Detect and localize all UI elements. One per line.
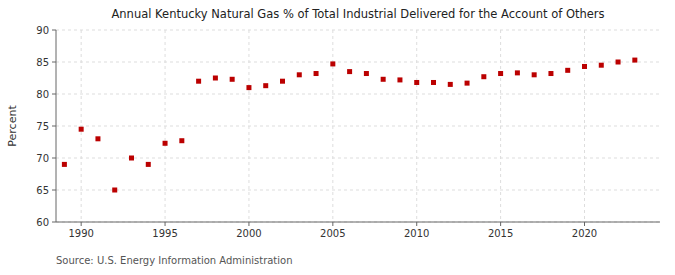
title: Annual Kentucky Natural Gas % of Total I…: [111, 7, 604, 21]
grid-line-x: [416, 30, 417, 222]
point: [582, 64, 587, 69]
point: [79, 127, 84, 132]
x-tick-label: 1990: [68, 228, 93, 239]
y-tick-label: 85: [36, 57, 49, 68]
point: [397, 77, 402, 82]
point: [465, 81, 470, 86]
chart-container: 1990 1995 2000 2005 2010 2015 2020 60 65 70 75 80 85…: [0, 0, 675, 275]
x-tick: [332, 222, 333, 226]
grid-line-y: [56, 30, 660, 31]
grid-line-x: [584, 30, 585, 222]
y-tick-label: 80: [36, 89, 49, 100]
grid-line-x: [165, 30, 166, 222]
chart: 1990 1995 2000 2005 2010 2015 2020 60 65 70 75 80 85…: [0, 0, 675, 275]
x-tick: [500, 222, 501, 226]
point: [381, 77, 386, 82]
point: [347, 69, 352, 74]
y-tick-label: 90: [36, 25, 49, 36]
y-axis-label: Percent: [6, 105, 19, 147]
point: [364, 71, 369, 76]
point: [532, 72, 537, 77]
y-tick: [52, 190, 56, 191]
y-tick: [52, 126, 56, 127]
grid-line-y: [56, 158, 660, 159]
x-axis-line: [56, 222, 660, 223]
point: [280, 79, 285, 84]
x-tick-label: 2000: [236, 228, 261, 239]
point: [498, 71, 503, 76]
point: [146, 162, 151, 167]
grid-line-y: [56, 222, 660, 223]
grid: [56, 30, 660, 222]
grid-line-x: [248, 30, 249, 222]
point: [330, 61, 335, 66]
point: [548, 71, 553, 76]
y-ticks: 60 65 70 75 80 85 90: [36, 25, 56, 228]
y-tick: [52, 94, 56, 95]
point: [62, 162, 67, 167]
point: [246, 85, 251, 90]
point: [515, 70, 520, 75]
y-tick: [52, 62, 56, 63]
x-tick-label: 2005: [320, 228, 345, 239]
y-tick: [52, 30, 56, 31]
point: [163, 141, 168, 146]
x-tick-label: 2015: [488, 228, 513, 239]
points: [62, 58, 637, 193]
point: [448, 82, 453, 87]
y-tick-label: 65: [36, 185, 49, 196]
point: [616, 60, 621, 65]
y-tick: [52, 222, 56, 223]
point: [565, 68, 570, 73]
point: [414, 80, 419, 85]
y-tick-label: 70: [36, 153, 49, 164]
point: [297, 72, 302, 77]
grid-line-y: [56, 62, 660, 63]
point: [599, 63, 604, 68]
x-tick-label: 2020: [572, 228, 597, 239]
x-tick: [81, 222, 82, 226]
grid-line-x: [332, 30, 333, 222]
source-note: Source: U.S. Energy Information Administ…: [56, 255, 293, 266]
x-tick: [248, 222, 249, 226]
grid-line-y: [56, 94, 660, 95]
point: [314, 71, 319, 76]
x-ticks: 1990 1995 2000 2005 2010 2015 2020: [68, 222, 597, 239]
x-tick: [416, 222, 417, 226]
point: [196, 79, 201, 84]
y-tick-label: 60: [36, 217, 49, 228]
point: [481, 74, 486, 79]
grid-line-x: [500, 30, 501, 222]
grid-line-y: [56, 126, 660, 127]
grid-line-y: [56, 190, 660, 191]
x-tick-label: 1995: [152, 228, 177, 239]
point: [129, 156, 134, 161]
point: [179, 138, 184, 143]
point: [95, 136, 100, 141]
point: [213, 76, 218, 81]
x-tick: [165, 222, 166, 226]
x-tick-label: 2010: [404, 228, 429, 239]
point: [632, 58, 637, 63]
x-tick: [584, 222, 585, 226]
point: [431, 80, 436, 85]
point: [112, 188, 117, 193]
y-tick: [52, 158, 56, 159]
point: [230, 77, 235, 82]
point: [263, 83, 268, 88]
grid-line-x: [81, 30, 82, 222]
y-tick-label: 75: [36, 121, 49, 132]
